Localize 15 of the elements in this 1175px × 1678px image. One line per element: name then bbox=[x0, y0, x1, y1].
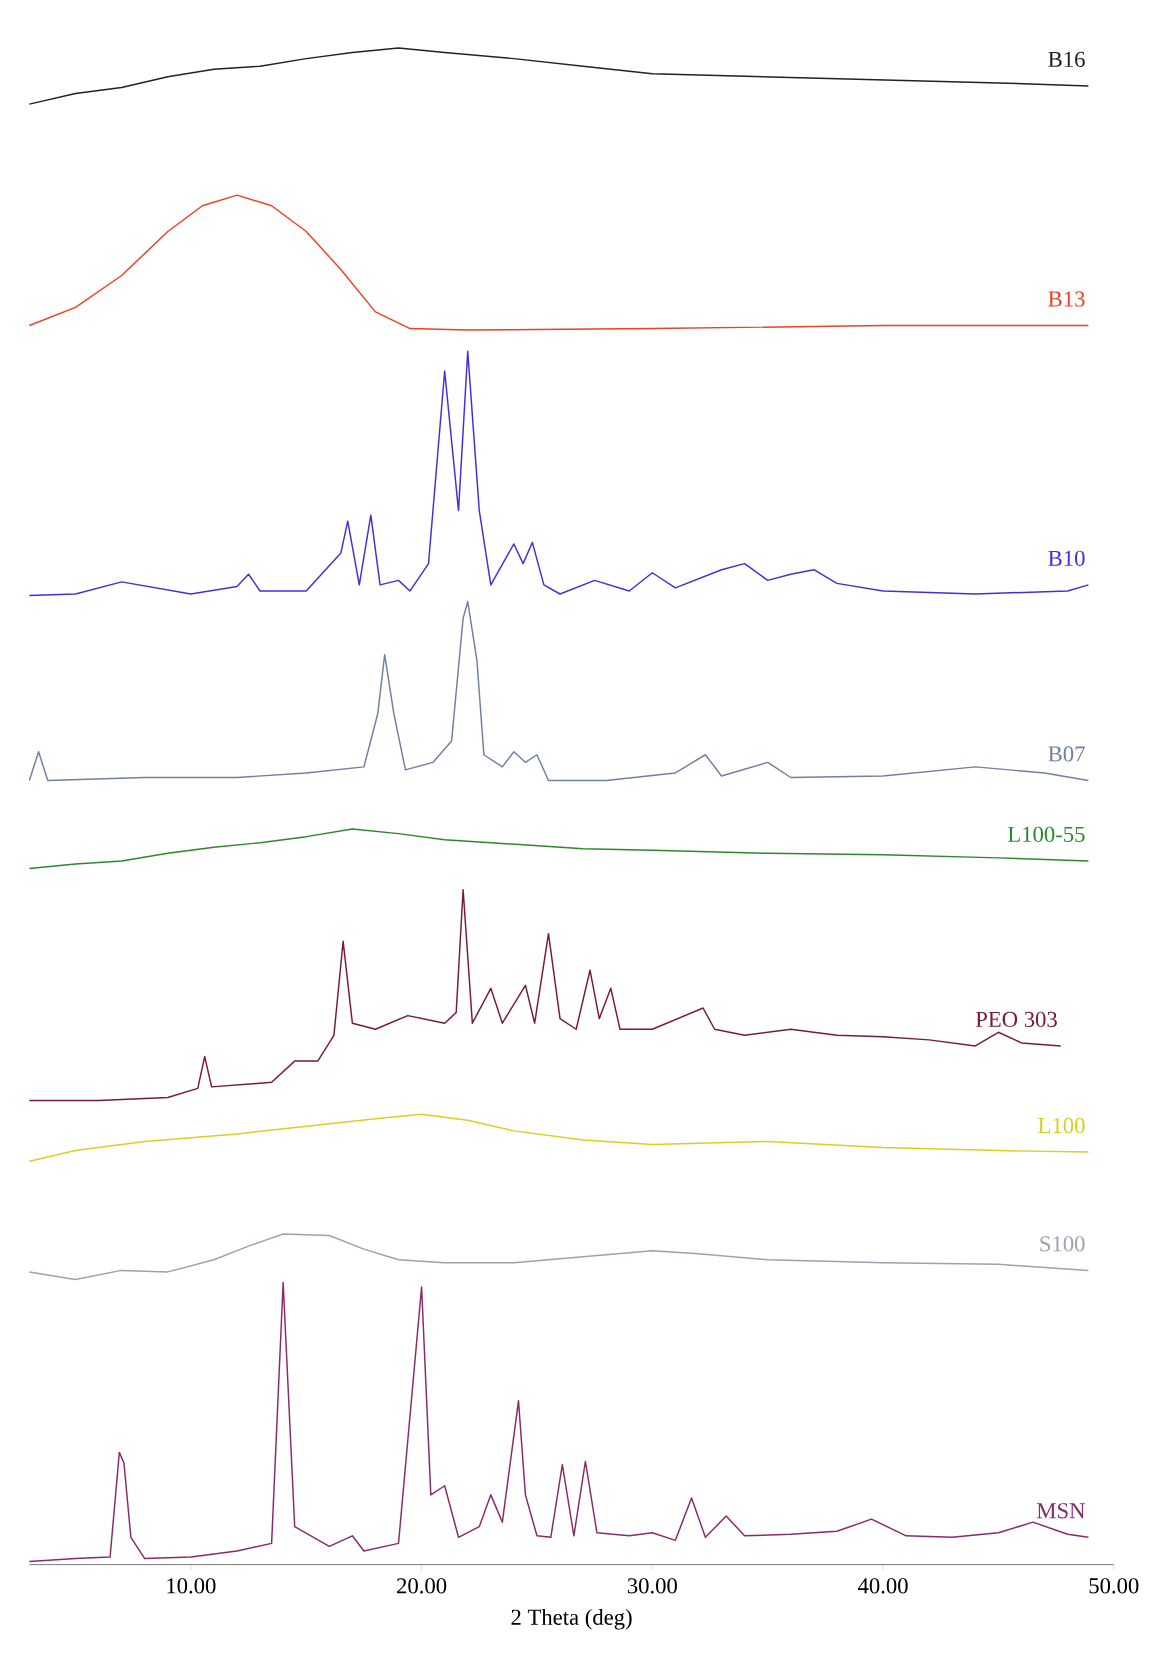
x-tick-label: 30.00 bbox=[627, 1578, 677, 1594]
series-label: B10 bbox=[1048, 550, 1085, 566]
x-axis-title: 2 Theta (deg) bbox=[511, 1608, 632, 1630]
x-tick-label: 40.00 bbox=[857, 1578, 908, 1594]
x-tick-label: 10.00 bbox=[167, 1578, 216, 1594]
series-label: L100 bbox=[1038, 1117, 1085, 1134]
series-label: B13 bbox=[1048, 291, 1085, 307]
series-label: PEO 303 bbox=[975, 1011, 1057, 1028]
x-tick-label: 50.00 bbox=[1089, 1578, 1139, 1594]
series-label: L100-55 bbox=[1007, 826, 1085, 842]
series-label: B07 bbox=[1048, 746, 1085, 762]
series-label: B16 bbox=[1048, 51, 1085, 67]
x-tick-label: 20.00 bbox=[397, 1578, 447, 1594]
series-label: MSN bbox=[1036, 1503, 1085, 1519]
series-label: S100 bbox=[1040, 1236, 1085, 1252]
